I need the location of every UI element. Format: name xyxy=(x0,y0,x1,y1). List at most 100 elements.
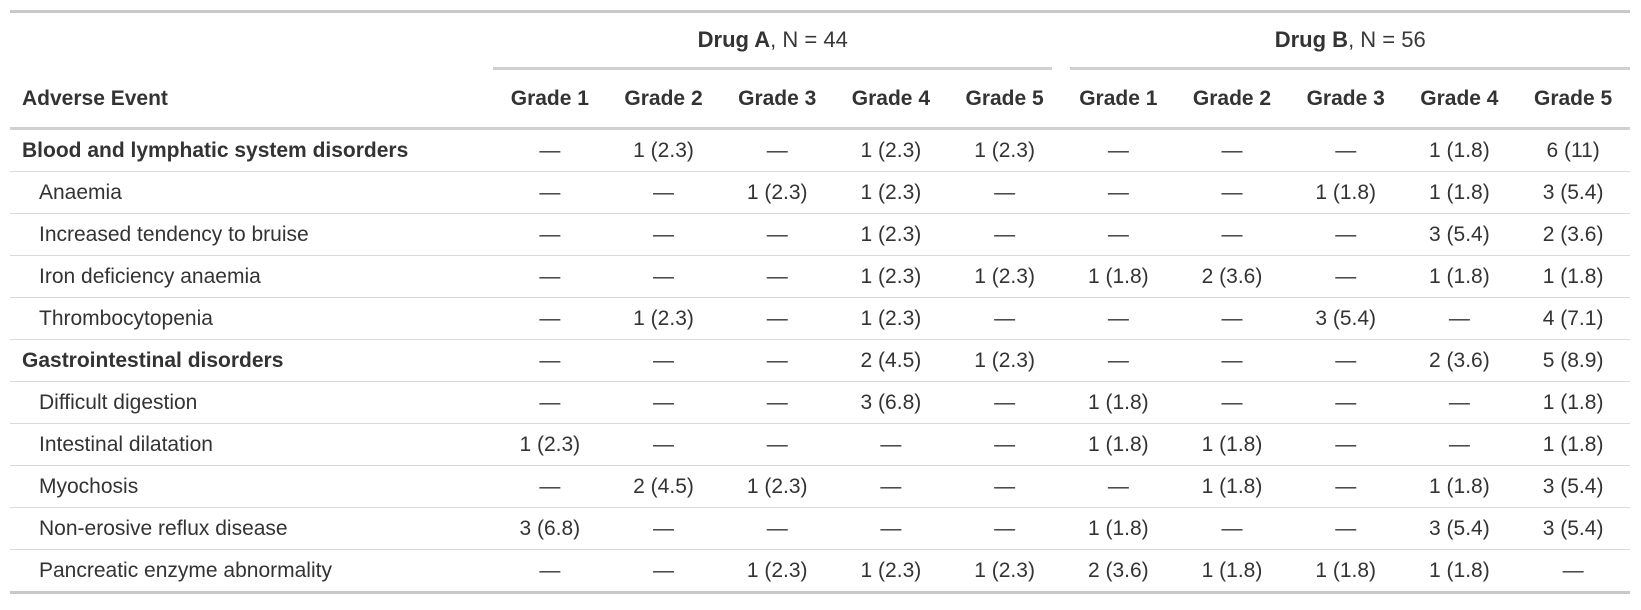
table-cell: — xyxy=(493,213,607,256)
col-header-a-grade-1: Grade 1 xyxy=(493,70,607,130)
table-cell: 1 (2.3) xyxy=(746,558,808,582)
spanner-stub-spacer xyxy=(10,12,493,71)
table-cell: — xyxy=(1562,558,1584,582)
table-cell: 2 (4.5) xyxy=(606,465,721,508)
table-cell: 3 (5.4) xyxy=(1402,213,1517,256)
spanner-drug-b-label: Drug B, N = 56 xyxy=(1070,13,1630,70)
table-cell: — xyxy=(720,128,835,172)
table-cell: — xyxy=(1175,213,1289,256)
table-header: Drug A, N = 44 Drug B, N = 56 Adverse Ev… xyxy=(10,12,1630,130)
table-cell: 1 (2.3) xyxy=(834,128,948,172)
table-cell: 3 (6.8) xyxy=(493,507,607,550)
table-cell: — xyxy=(720,297,835,340)
table-cell: — xyxy=(834,465,948,508)
table-cell: 1 (2.3) xyxy=(834,297,948,340)
row-label: Blood and lymphatic system disorders xyxy=(10,128,493,172)
table-cell: 1 (1.8) xyxy=(1061,507,1176,550)
stub-header-adverse-event: Adverse Event xyxy=(10,70,493,130)
table-cell: 3 (5.4) xyxy=(1402,507,1517,550)
table-cell: 3 (5.4) xyxy=(1516,507,1630,550)
drug-a-name: Drug A xyxy=(697,27,771,52)
table-cell: — xyxy=(1061,465,1176,508)
table-cell: — xyxy=(539,558,561,582)
table-cell: — xyxy=(1288,339,1403,382)
col-header-a-grade-3: Grade 3 xyxy=(720,70,835,130)
table-cell: — xyxy=(947,171,1062,214)
table-cell: — xyxy=(606,339,721,382)
column-labels-row: Adverse Event Grade 1 Grade 2 Grade 3 Gr… xyxy=(10,70,1630,130)
table-row: Myochosis — 2 (4.5) 1 (2.3) — — — 1 (1.8… xyxy=(10,465,1630,508)
table-cell: 2 (3.6) xyxy=(1516,213,1630,256)
table-cell: — xyxy=(947,465,1062,508)
row-label: Iron deficiency anaemia xyxy=(10,255,493,298)
table-cell: 1 (1.8) xyxy=(1516,381,1630,424)
table-cell: — xyxy=(493,128,607,172)
table-cell: 1 (1.8) xyxy=(1061,423,1176,466)
spanner-row: Drug A, N = 44 Drug B, N = 56 xyxy=(10,12,1630,71)
table-cell: 2 (3.6) xyxy=(1402,339,1517,382)
table-cell: — xyxy=(1175,339,1289,382)
table-cell: — xyxy=(606,381,721,424)
table-cell: 2 (3.6) xyxy=(1175,255,1289,298)
table-cell: — xyxy=(1061,171,1176,214)
table-cell: — xyxy=(947,213,1062,256)
table-row: Gastrointestinal disorders — — — 2 (4.5)… xyxy=(10,339,1630,382)
table-cell: — xyxy=(1061,213,1176,256)
spanner-drug-b: Drug B, N = 56 xyxy=(1061,12,1630,70)
table-cell: 3 (6.8) xyxy=(834,381,948,424)
table-cell: — xyxy=(1288,465,1403,508)
table-cell: — xyxy=(1175,171,1289,214)
table-cell: — xyxy=(493,465,607,508)
col-header-a-grade-4: Grade 4 xyxy=(834,70,948,130)
table-cell: 1 (1.8) xyxy=(1175,465,1289,508)
row-label: Intestinal dilatation xyxy=(10,423,493,466)
table-cell: 1 (1.8) xyxy=(1061,255,1176,298)
table-cell: 1 (1.8) xyxy=(1061,381,1176,424)
table-cell: 6 (11) xyxy=(1516,128,1630,172)
table-cell: 1 (1.8) xyxy=(1516,423,1630,466)
table-cell: 1 (2.3) xyxy=(606,128,721,172)
row-label: Increased tendency to bruise xyxy=(10,213,493,256)
table-cell: — xyxy=(720,423,835,466)
table-cell: 1 (2.3) xyxy=(974,558,1035,582)
table-cell: 1 (2.3) xyxy=(720,171,835,214)
table-cell: 1 (1.8) xyxy=(1201,558,1263,582)
table-row: Anaemia — — 1 (2.3) 1 (2.3) — — — 1 (1.8… xyxy=(10,171,1630,214)
table-cell: — xyxy=(606,507,721,550)
table-cell: 5 (8.9) xyxy=(1516,339,1630,382)
table-cell: — xyxy=(493,339,607,382)
table-cell: — xyxy=(720,213,835,256)
table-cell: — xyxy=(653,558,675,582)
table-cell: — xyxy=(606,171,721,214)
table-cell: 1 (2.3) xyxy=(493,423,607,466)
table-cell: 1 (1.8) xyxy=(1402,465,1517,508)
table-body: Blood and lymphatic system disorders — 1… xyxy=(10,128,1630,593)
table-cell: — xyxy=(947,507,1062,550)
table-row: Difficult digestion — — — 3 (6.8) — 1 (1… xyxy=(10,381,1630,424)
table-cell: — xyxy=(493,381,607,424)
table-cell: 1 (2.3) xyxy=(606,297,721,340)
table-cell: — xyxy=(720,507,835,550)
table-cell: — xyxy=(720,339,835,382)
table-cell: 2 (3.6) xyxy=(1087,558,1149,582)
table-cell: — xyxy=(493,171,607,214)
table-cell: — xyxy=(1288,381,1403,424)
table-cell: — xyxy=(1175,381,1289,424)
table-row: Increased tendency to bruise — — — 1 (2.… xyxy=(10,213,1630,256)
table-cell: — xyxy=(834,423,948,466)
table-cell: 1 (2.3) xyxy=(834,255,948,298)
table-cell: 1 (1.8) xyxy=(1315,558,1377,582)
table-cell: — xyxy=(1175,128,1289,172)
col-header-b-grade-4: Grade 4 xyxy=(1402,70,1517,130)
table-cell: 1 (1.8) xyxy=(1429,558,1490,582)
spanner-drug-a: Drug A, N = 44 xyxy=(493,12,1061,70)
table-cell: — xyxy=(1175,297,1289,340)
table-cell: — xyxy=(606,255,721,298)
table-cell: — xyxy=(606,423,721,466)
table-row: Non-erosive reflux disease 3 (6.8) — — —… xyxy=(10,507,1630,550)
drug-a-n: , N = 44 xyxy=(770,27,848,52)
table-cell: 1 (2.3) xyxy=(947,128,1062,172)
table-cell: 1 (1.8) xyxy=(1402,255,1517,298)
table-cell: 1 (1.8) xyxy=(1516,255,1630,298)
row-label: Myochosis xyxy=(10,465,493,508)
